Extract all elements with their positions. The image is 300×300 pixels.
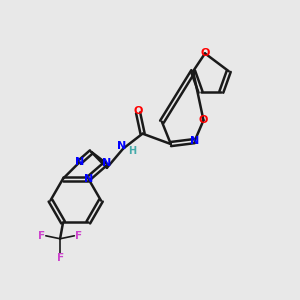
Text: O: O [199, 115, 208, 125]
Text: H: H [128, 146, 136, 157]
Text: N: N [101, 158, 111, 168]
Text: O: O [134, 106, 143, 116]
Text: N: N [84, 174, 93, 184]
Text: N: N [190, 136, 199, 146]
Text: F: F [56, 253, 64, 263]
Text: N: N [117, 141, 126, 151]
Text: F: F [75, 231, 82, 241]
Text: N: N [75, 157, 84, 167]
Text: F: F [38, 231, 45, 241]
Text: O: O [200, 48, 210, 59]
